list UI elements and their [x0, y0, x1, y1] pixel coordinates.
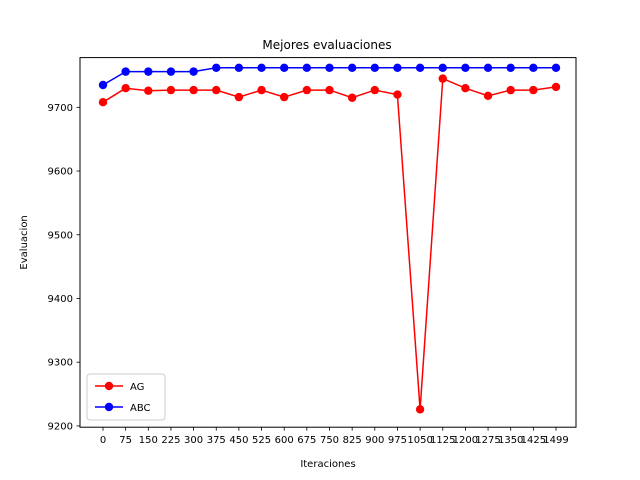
data-point-abc [393, 63, 402, 72]
data-point-ag [234, 92, 244, 102]
data-point-abc [551, 63, 561, 72]
x-tick-label: 1200 [453, 435, 478, 446]
data-point-ag [393, 90, 402, 99]
y-tick-label: 9600 [48, 167, 73, 178]
data-point-abc [325, 63, 334, 72]
data-point-ag [438, 74, 447, 83]
data-point-ag [415, 405, 425, 414]
data-point-ag [98, 98, 108, 107]
data-point-ag [166, 85, 176, 95]
x-tick-label: 450 [229, 435, 248, 446]
data-point-abc [121, 67, 130, 76]
x-tick-label: 75 [119, 435, 132, 446]
y-tick-label: 9500 [48, 230, 73, 241]
x-tick-label: 1350 [498, 435, 523, 446]
x-tick-label: 150 [139, 435, 158, 446]
x-tick-label: 1499 [543, 435, 568, 446]
y-axis-label: Evaluacion [19, 215, 30, 269]
data-point-ag [461, 83, 470, 93]
plot-frame [79, 57, 577, 428]
data-point-abc [144, 67, 153, 76]
data-point-ag [280, 92, 289, 102]
data-point-abc [189, 67, 198, 76]
x-tick-label: 975 [388, 435, 407, 446]
data-point-abc [370, 63, 379, 72]
data-point-ag [483, 91, 493, 101]
x-tick-label: 375 [207, 435, 226, 446]
x-tick-label: 0 [100, 435, 106, 446]
x-tick-label: 1275 [475, 435, 500, 446]
y-tick-label: 9300 [48, 358, 73, 369]
y-tick-label: 9200 [48, 421, 73, 432]
x-tick-label: 675 [297, 435, 316, 446]
data-point-abc [212, 63, 221, 72]
y-tick-label: 9400 [48, 294, 73, 305]
data-point-ag [529, 85, 538, 95]
x-tick-label: 900 [365, 435, 384, 446]
x-tick-label: 525 [252, 435, 271, 446]
data-point-abc [347, 63, 357, 72]
data-point-ag [347, 93, 357, 102]
data-point-abc [280, 63, 289, 72]
y-tick-label: 9700 [48, 103, 73, 114]
data-point-ag [212, 85, 221, 95]
data-point-ag [257, 85, 266, 95]
x-tick-label: 750 [320, 435, 339, 446]
data-point-ag [302, 85, 312, 95]
data-point-abc [234, 63, 244, 72]
x-tick-label: 1050 [407, 435, 432, 446]
data-point-abc [438, 63, 447, 72]
data-point-abc [483, 63, 493, 72]
data-point-ag [325, 85, 334, 95]
data-point-ag [121, 83, 130, 93]
legend-label-ag: AG [130, 382, 144, 393]
x-tick-label: 225 [161, 435, 180, 446]
data-point-ag [144, 86, 153, 95]
axes: 0 75 150 225 300 375 450 525 600 675 750 825 900 975 1… [48, 103, 569, 446]
legend-box [86, 373, 166, 421]
data-point-ag [370, 85, 379, 95]
chart-title: Mejores evaluaciones [262, 38, 391, 52]
plot-marks [98, 63, 561, 414]
data-point-abc [98, 80, 108, 90]
legend-marker-ag [104, 381, 114, 391]
x-tick-label: 1425 [521, 435, 546, 446]
data-point-abc [506, 63, 515, 72]
data-point-ag [506, 85, 515, 95]
legend-label-abc: ABC [130, 403, 151, 414]
legend-marker-abc [104, 402, 114, 412]
data-point-abc [302, 63, 312, 72]
legend: AG ABC [86, 373, 166, 421]
data-point-abc [529, 63, 538, 72]
x-tick-label: 825 [343, 435, 362, 446]
x-axis-label: Iteraciones [300, 459, 355, 470]
data-point-abc [166, 67, 176, 76]
data-point-ag [551, 82, 561, 92]
data-point-abc [461, 63, 470, 72]
data-point-ag [189, 85, 198, 95]
data-point-abc [257, 63, 266, 72]
x-tick-label: 300 [184, 435, 203, 446]
data-point-abc [415, 63, 425, 72]
x-tick-label: 600 [275, 435, 294, 446]
x-tick-label: 1125 [430, 435, 455, 446]
